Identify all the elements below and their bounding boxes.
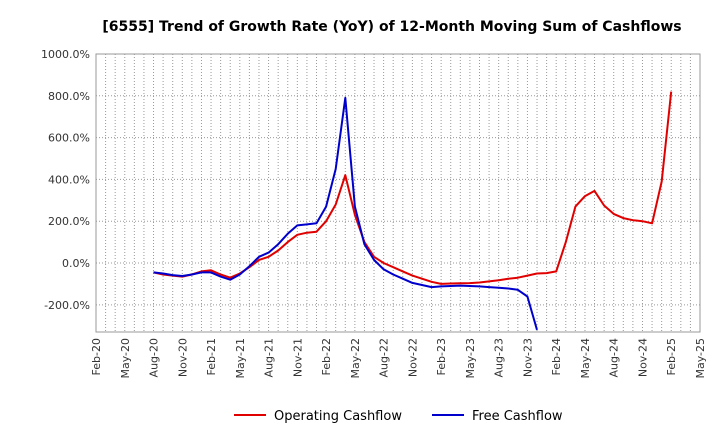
y-axis: 1000.0% 800.0% 600.0% 400.0% 200.0% 0.0% -200.… (41, 48, 90, 312)
x-tick-label: May-21 (234, 338, 247, 379)
y-tick-label: 800.0% (48, 90, 90, 103)
x-tick-label: Aug-20 (148, 338, 161, 377)
y-tick-label: 400.0% (48, 173, 90, 186)
x-tick-label: Nov-20 (176, 338, 189, 377)
x-tick-label: Feb-20 (90, 338, 103, 375)
x-tick-label: May-23 (464, 338, 477, 379)
x-tick-label: May-24 (579, 338, 592, 379)
chart-legend: Operating Cashflow Free Cashflow (234, 409, 563, 424)
chart-title: [6555] Trend of Growth Rate (YoY) of 12-… (102, 19, 681, 35)
y-tick-label: 0.0% (62, 257, 90, 270)
x-tick-label: Feb-23 (435, 338, 448, 375)
x-tick-label: Aug-21 (263, 338, 276, 377)
x-tick-label: Feb-22 (320, 338, 333, 375)
x-tick-label: Aug-24 (608, 338, 621, 377)
x-tick-label: Nov-23 (521, 338, 534, 377)
series-line-free-cashflow (153, 96, 538, 331)
x-tick-label: May-25 (694, 338, 707, 379)
x-tick-label: Feb-24 (550, 338, 563, 375)
chart-grid (95, 53, 701, 332)
x-tick-label: May-22 (349, 338, 362, 379)
x-tick-label: Nov-21 (291, 338, 304, 377)
x-tick-label: May-20 (119, 338, 132, 379)
y-tick-label: 1000.0% (41, 48, 90, 61)
x-tick-label: Aug-23 (493, 338, 506, 377)
x-tick-label: Aug-22 (378, 338, 391, 377)
legend-label: Operating Cashflow (274, 409, 402, 424)
x-tick-label: Nov-24 (636, 338, 649, 377)
y-tick-label: 200.0% (48, 215, 90, 228)
x-tick-label: Nov-22 (406, 338, 419, 377)
chart-series (153, 91, 673, 331)
plot-frame (95, 53, 701, 333)
y-tick-label: 600.0% (48, 132, 90, 145)
x-axis: Feb-20 May-20 Aug-20 Nov-20 Feb-21 May-21 Aug-… (90, 338, 707, 379)
legend-label: Free Cashflow (472, 409, 563, 424)
x-tick-label: Feb-21 (205, 338, 218, 375)
y-tick-label: -200.0% (44, 299, 90, 312)
x-tick-label: Feb-25 (665, 338, 678, 375)
